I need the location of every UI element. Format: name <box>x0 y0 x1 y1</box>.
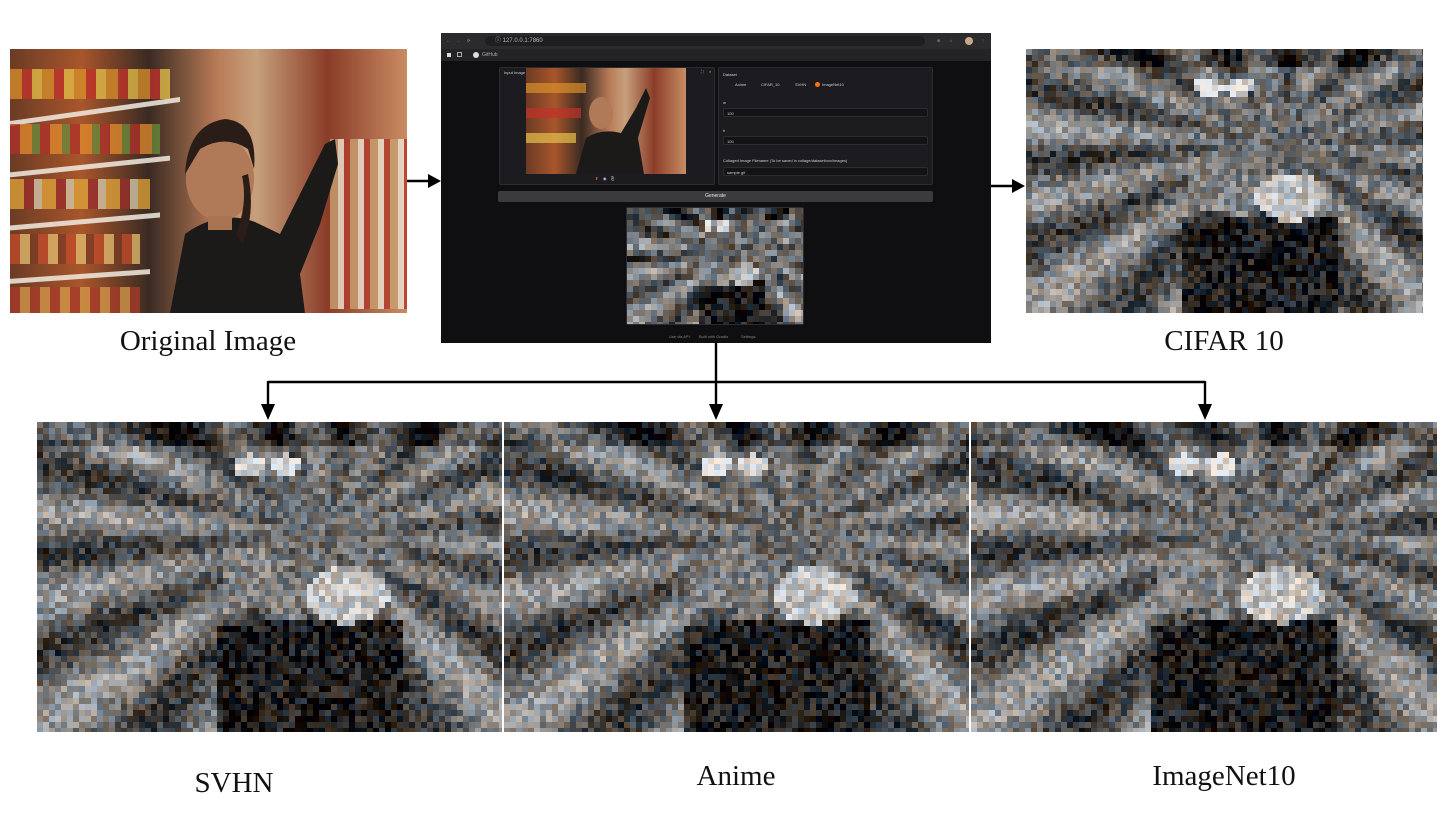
reload-icon[interactable]: ⟳ <box>467 38 471 43</box>
forward-icon[interactable]: → <box>456 38 460 43</box>
original-image <box>10 49 407 313</box>
fullscreen-icon[interactable]: ⛶ <box>701 69 704 74</box>
dataset-option-svhn[interactable]: SVHN <box>795 82 807 87</box>
w-input[interactable]: 100 <box>723 108 928 117</box>
mosaic-svg <box>1026 49 1423 313</box>
anime-collage <box>504 422 969 732</box>
woman-figure <box>170 119 338 313</box>
caption-svhn: SVHN <box>194 767 274 799</box>
browser-chrome: ← → ⟳ ⓘ 127.0.0.1:7860 ⊕ ☆ ⋮ <box>441 33 991 49</box>
caption-imagenet: ImageNet10 <box>1152 760 1296 792</box>
input-image-label: Input Image <box>504 70 526 75</box>
output-image-panel: Collaged Image <box>626 207 804 325</box>
output-mosaic <box>627 208 803 324</box>
close-icon[interactable]: × <box>709 69 712 74</box>
dataset-option-imagenet[interactable]: ImageNet10 <box>822 82 844 87</box>
arrow-original-to-app <box>407 174 441 188</box>
grid-icon[interactable] <box>457 52 462 57</box>
input-image-panel[interactable]: Input Image ⛶ × ⬆ ◉ ⎘ <box>499 67 715 185</box>
h-label: h <box>723 128 726 133</box>
mosaic-svg <box>504 422 969 732</box>
arrow-app-to-bottom <box>261 343 1212 420</box>
clipboard-icon[interactable]: ⎘ <box>611 176 615 181</box>
footer-built-link[interactable]: Built with Gradio <box>699 334 729 339</box>
filename-label: Collaged Image Filename (To be saved in … <box>723 158 848 163</box>
mosaic-svg <box>37 422 502 732</box>
cifar10-collage <box>1026 49 1423 313</box>
w-label: w <box>723 100 726 105</box>
footer-settings-link[interactable]: Settings <box>741 334 756 339</box>
imagenet10-collage <box>971 422 1437 732</box>
arrow-app-to-cifar <box>991 179 1025 193</box>
apps-icon[interactable] <box>447 53 451 57</box>
info-icon: ⓘ <box>495 38 503 44</box>
h-input[interactable]: 100 <box>723 136 928 145</box>
dataset-label: Dataset <box>723 72 737 77</box>
url-bar[interactable]: ⓘ 127.0.0.1:7860 <box>485 36 925 46</box>
gradio-app-screenshot: ← → ⟳ ⓘ 127.0.0.1:7860 ⊕ ☆ ⋮ GitHub Inpu… <box>441 33 991 343</box>
star-icon[interactable]: ☆ <box>949 38 953 43</box>
caption-cifar: CIFAR 10 <box>1164 325 1284 357</box>
dataset-option-cifar[interactable]: CIFAR_10 <box>761 82 780 87</box>
bookmarks-bar: GitHub <box>441 49 991 61</box>
mosaic-svg <box>627 208 803 324</box>
input-preview-figure <box>526 83 650 174</box>
footer-api-link[interactable]: Use via API <box>669 334 690 339</box>
github-icon[interactable] <box>473 52 479 58</box>
caption-anime: Anime <box>696 760 776 792</box>
settings-panel: Dataset Anime CIFAR_10 SVHN ImageNet10 w… <box>718 67 933 185</box>
webcam-icon[interactable]: ◉ <box>603 176 607 181</box>
upload-icon[interactable]: ⬆ <box>595 176 599 181</box>
profile-icon[interactable] <box>965 37 973 45</box>
input-image-preview <box>526 68 686 174</box>
generate-button[interactable]: Generate <box>498 191 933 202</box>
radio-selected-icon[interactable] <box>815 82 820 87</box>
svhn-collage <box>37 422 502 732</box>
bookmark-github[interactable]: GitHub <box>482 52 498 58</box>
menu-icon[interactable]: ⋮ <box>981 38 985 43</box>
url-text: 127.0.0.1:7860 <box>502 38 543 44</box>
dataset-option-anime[interactable]: Anime <box>735 82 747 87</box>
zoom-icon[interactable]: ⊕ <box>937 38 941 43</box>
caption-original: Original Image <box>119 325 297 357</box>
mosaic-svg <box>971 422 1437 732</box>
back-icon[interactable]: ← <box>446 38 450 43</box>
filename-input[interactable]: sample.gif <box>723 167 928 176</box>
